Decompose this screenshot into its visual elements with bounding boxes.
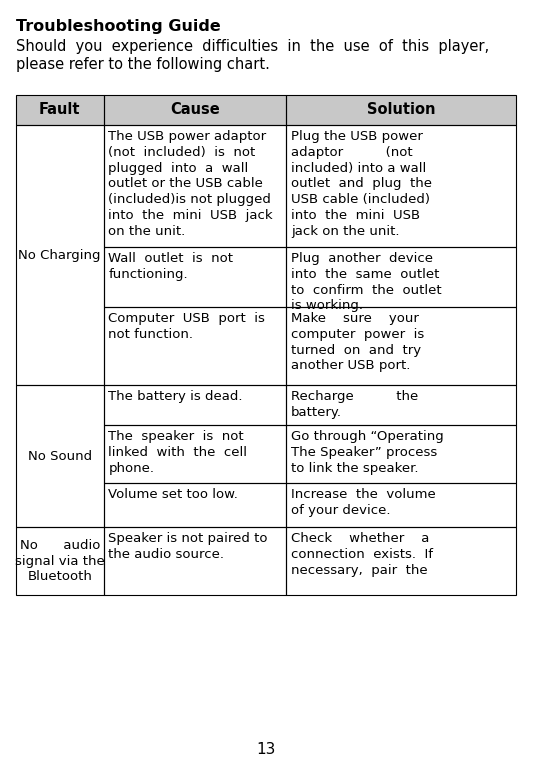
Bar (286, 483, 516, 527)
Bar (16, 125, 103, 385)
Text: Go through “Operating
The Speaker” process
to link the speaker.: Go through “Operating The Speaker” proce… (291, 430, 444, 475)
Bar (103, 125, 286, 247)
Bar (286, 425, 516, 483)
Bar (16, 385, 103, 527)
Text: Recharge          the
battery.: Recharge the battery. (291, 390, 418, 419)
Bar (103, 125, 286, 247)
Bar (16, 95, 103, 125)
Bar (103, 425, 286, 483)
Text: Troubleshooting Guide: Troubleshooting Guide (16, 19, 221, 34)
Bar (286, 527, 516, 595)
Text: Plug the USB power
adaptor          (not
included) into a wall
outlet  and  plug: Plug the USB power adaptor (not included… (291, 130, 432, 238)
Bar (103, 95, 286, 125)
Bar (103, 527, 286, 595)
Bar (286, 527, 516, 595)
Text: Cause: Cause (170, 103, 220, 117)
Text: Volume set too low.: Volume set too low. (109, 488, 238, 501)
Bar (16, 385, 103, 527)
Text: Should  you  experience  difficulties  in  the  use  of  this  player,: Should you experience difficulties in th… (16, 39, 489, 54)
Bar (103, 425, 286, 483)
Bar (286, 425, 516, 483)
Text: 13: 13 (257, 742, 276, 756)
Bar (16, 527, 103, 595)
Text: No      audio
signal via the
Bluetooth: No audio signal via the Bluetooth (15, 538, 104, 583)
Bar (103, 385, 286, 425)
Bar (286, 385, 516, 425)
Bar (103, 483, 286, 527)
Text: Speaker is not paired to
the audio source.: Speaker is not paired to the audio sourc… (109, 532, 268, 561)
Bar (103, 247, 286, 307)
Bar (103, 307, 286, 385)
Bar (16, 95, 103, 125)
Text: Make    sure    your
computer  power  is
turned  on  and  try
another USB port.: Make sure your computer power is turned … (291, 312, 424, 373)
Bar (286, 125, 516, 247)
Text: The battery is dead.: The battery is dead. (109, 390, 243, 403)
Text: Plug  another  device
into  the  same  outlet
to  confirm  the  outlet
is workin: Plug another device into the same outlet… (291, 252, 442, 312)
Bar (16, 125, 103, 385)
Text: Fault: Fault (39, 103, 80, 117)
Bar (286, 483, 516, 527)
Bar (103, 527, 286, 595)
Bar (103, 483, 286, 527)
Bar (103, 247, 286, 307)
Text: please refer to the following chart.: please refer to the following chart. (16, 57, 270, 72)
Bar (103, 95, 286, 125)
Bar (286, 247, 516, 307)
Bar (286, 247, 516, 307)
Text: Wall  outlet  is  not
functioning.: Wall outlet is not functioning. (109, 252, 233, 281)
Bar (286, 95, 516, 125)
Text: No Sound: No Sound (28, 449, 92, 463)
Text: Check    whether    a
connection  exists.  If
necessary,  pair  the: Check whether a connection exists. If ne… (291, 532, 433, 577)
Bar (16, 527, 103, 595)
Text: The USB power adaptor
(not  included)  is  not
plugged  into  a  wall
outlet or : The USB power adaptor (not included) is … (109, 130, 273, 238)
Bar (286, 307, 516, 385)
Bar (286, 307, 516, 385)
Bar (103, 385, 286, 425)
Bar (286, 125, 516, 247)
Text: Computer  USB  port  is
not function.: Computer USB port is not function. (109, 312, 265, 341)
Text: No Charging: No Charging (19, 249, 101, 262)
Bar (286, 95, 516, 125)
Bar (103, 307, 286, 385)
Text: The  speaker  is  not
linked  with  the  cell
phone.: The speaker is not linked with the cell … (109, 430, 247, 475)
Text: Solution: Solution (367, 103, 435, 117)
Bar (286, 385, 516, 425)
Text: Increase  the  volume
of your device.: Increase the volume of your device. (291, 488, 436, 517)
